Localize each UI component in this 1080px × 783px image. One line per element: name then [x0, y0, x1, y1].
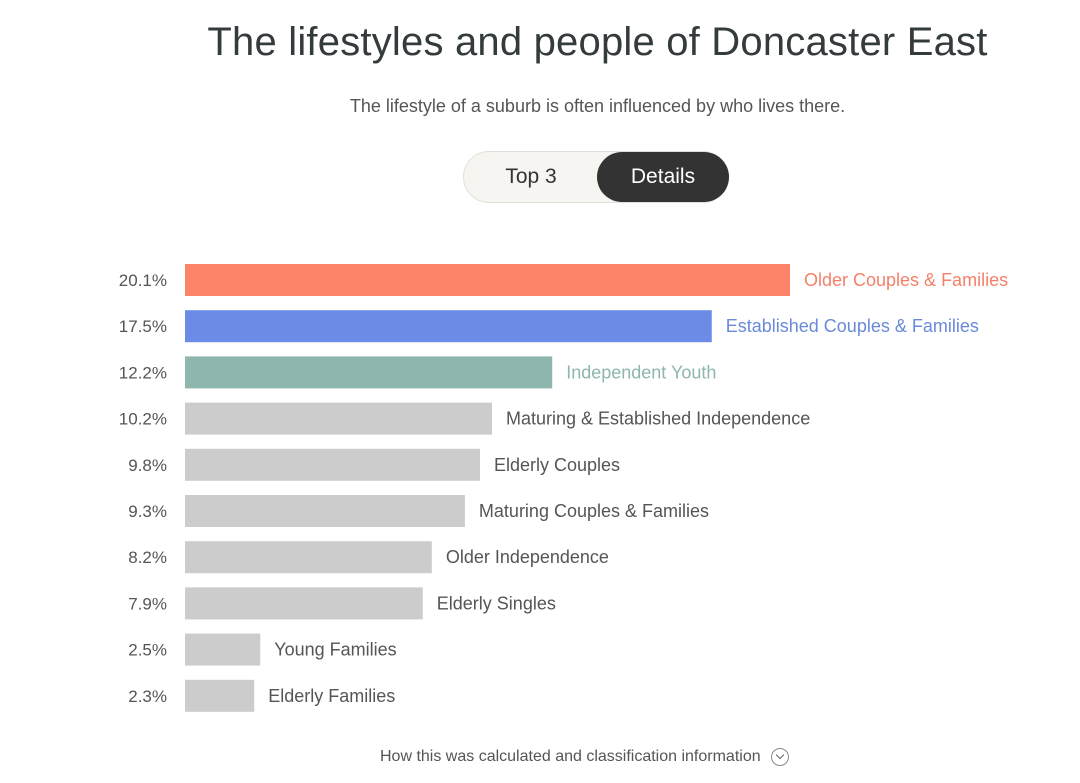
bar-value-label: 8.2%: [128, 548, 167, 567]
bar-category-label: Maturing & Established Independence: [506, 409, 810, 429]
bar: [185, 679, 255, 712]
bar: [185, 448, 480, 481]
bar: [185, 356, 553, 389]
bar-category-label: Older Independence: [446, 547, 609, 567]
bar: [185, 264, 790, 296]
bar: [185, 402, 493, 435]
bar-value-label: 20.1%: [119, 271, 167, 290]
calculation-info-link[interactable]: How this was calculated and classificati…: [380, 744, 789, 770]
chevron-down-icon: [770, 748, 789, 766]
bar: [185, 587, 423, 620]
bar-category-label: Independent Youth: [566, 362, 716, 382]
bar-value-label: 9.3%: [128, 502, 167, 521]
bar-value-label: 10.2%: [119, 410, 167, 429]
page-title: The lifestyles and people of Doncaster E…: [207, 20, 988, 64]
bar-category-label: Elderly Singles: [437, 593, 556, 613]
bar-value-label: 7.9%: [128, 594, 167, 613]
lifestyle-bar-chart: 20.1% Older Couples & Families 17.5% Establ…: [119, 264, 1008, 712]
toggle-top3-button[interactable]: Top 3: [505, 165, 557, 188]
bar-value-label: 9.8%: [128, 456, 167, 475]
page-subtitle: The lifestyle of a suburb is often influ…: [349, 96, 846, 116]
bar-category-label: Elderly Families: [268, 686, 395, 706]
bar: [185, 495, 465, 527]
bar-category-label: Established Couples & Families: [726, 316, 979, 336]
view-toggle: Top 3 Details: [463, 151, 729, 203]
bar-value-label: 2.5%: [128, 641, 167, 660]
bar-value-label: 17.5%: [119, 317, 167, 336]
bar-value-label: 2.3%: [128, 687, 167, 706]
bar: [185, 310, 712, 343]
bar-category-label: Young Families: [274, 640, 396, 660]
bar-category-label: Older Couples & Families: [804, 270, 1008, 290]
bar: [185, 541, 432, 574]
bar-value-label: 12.2%: [119, 363, 167, 382]
calculation-info-label: How this was calculated and classificati…: [380, 748, 761, 765]
bar-category-label: Elderly Couples: [494, 455, 620, 475]
bar: [185, 633, 261, 666]
toggle-details-button[interactable]: Details: [597, 152, 729, 202]
bar-category-label: Maturing Couples & Families: [479, 501, 709, 521]
